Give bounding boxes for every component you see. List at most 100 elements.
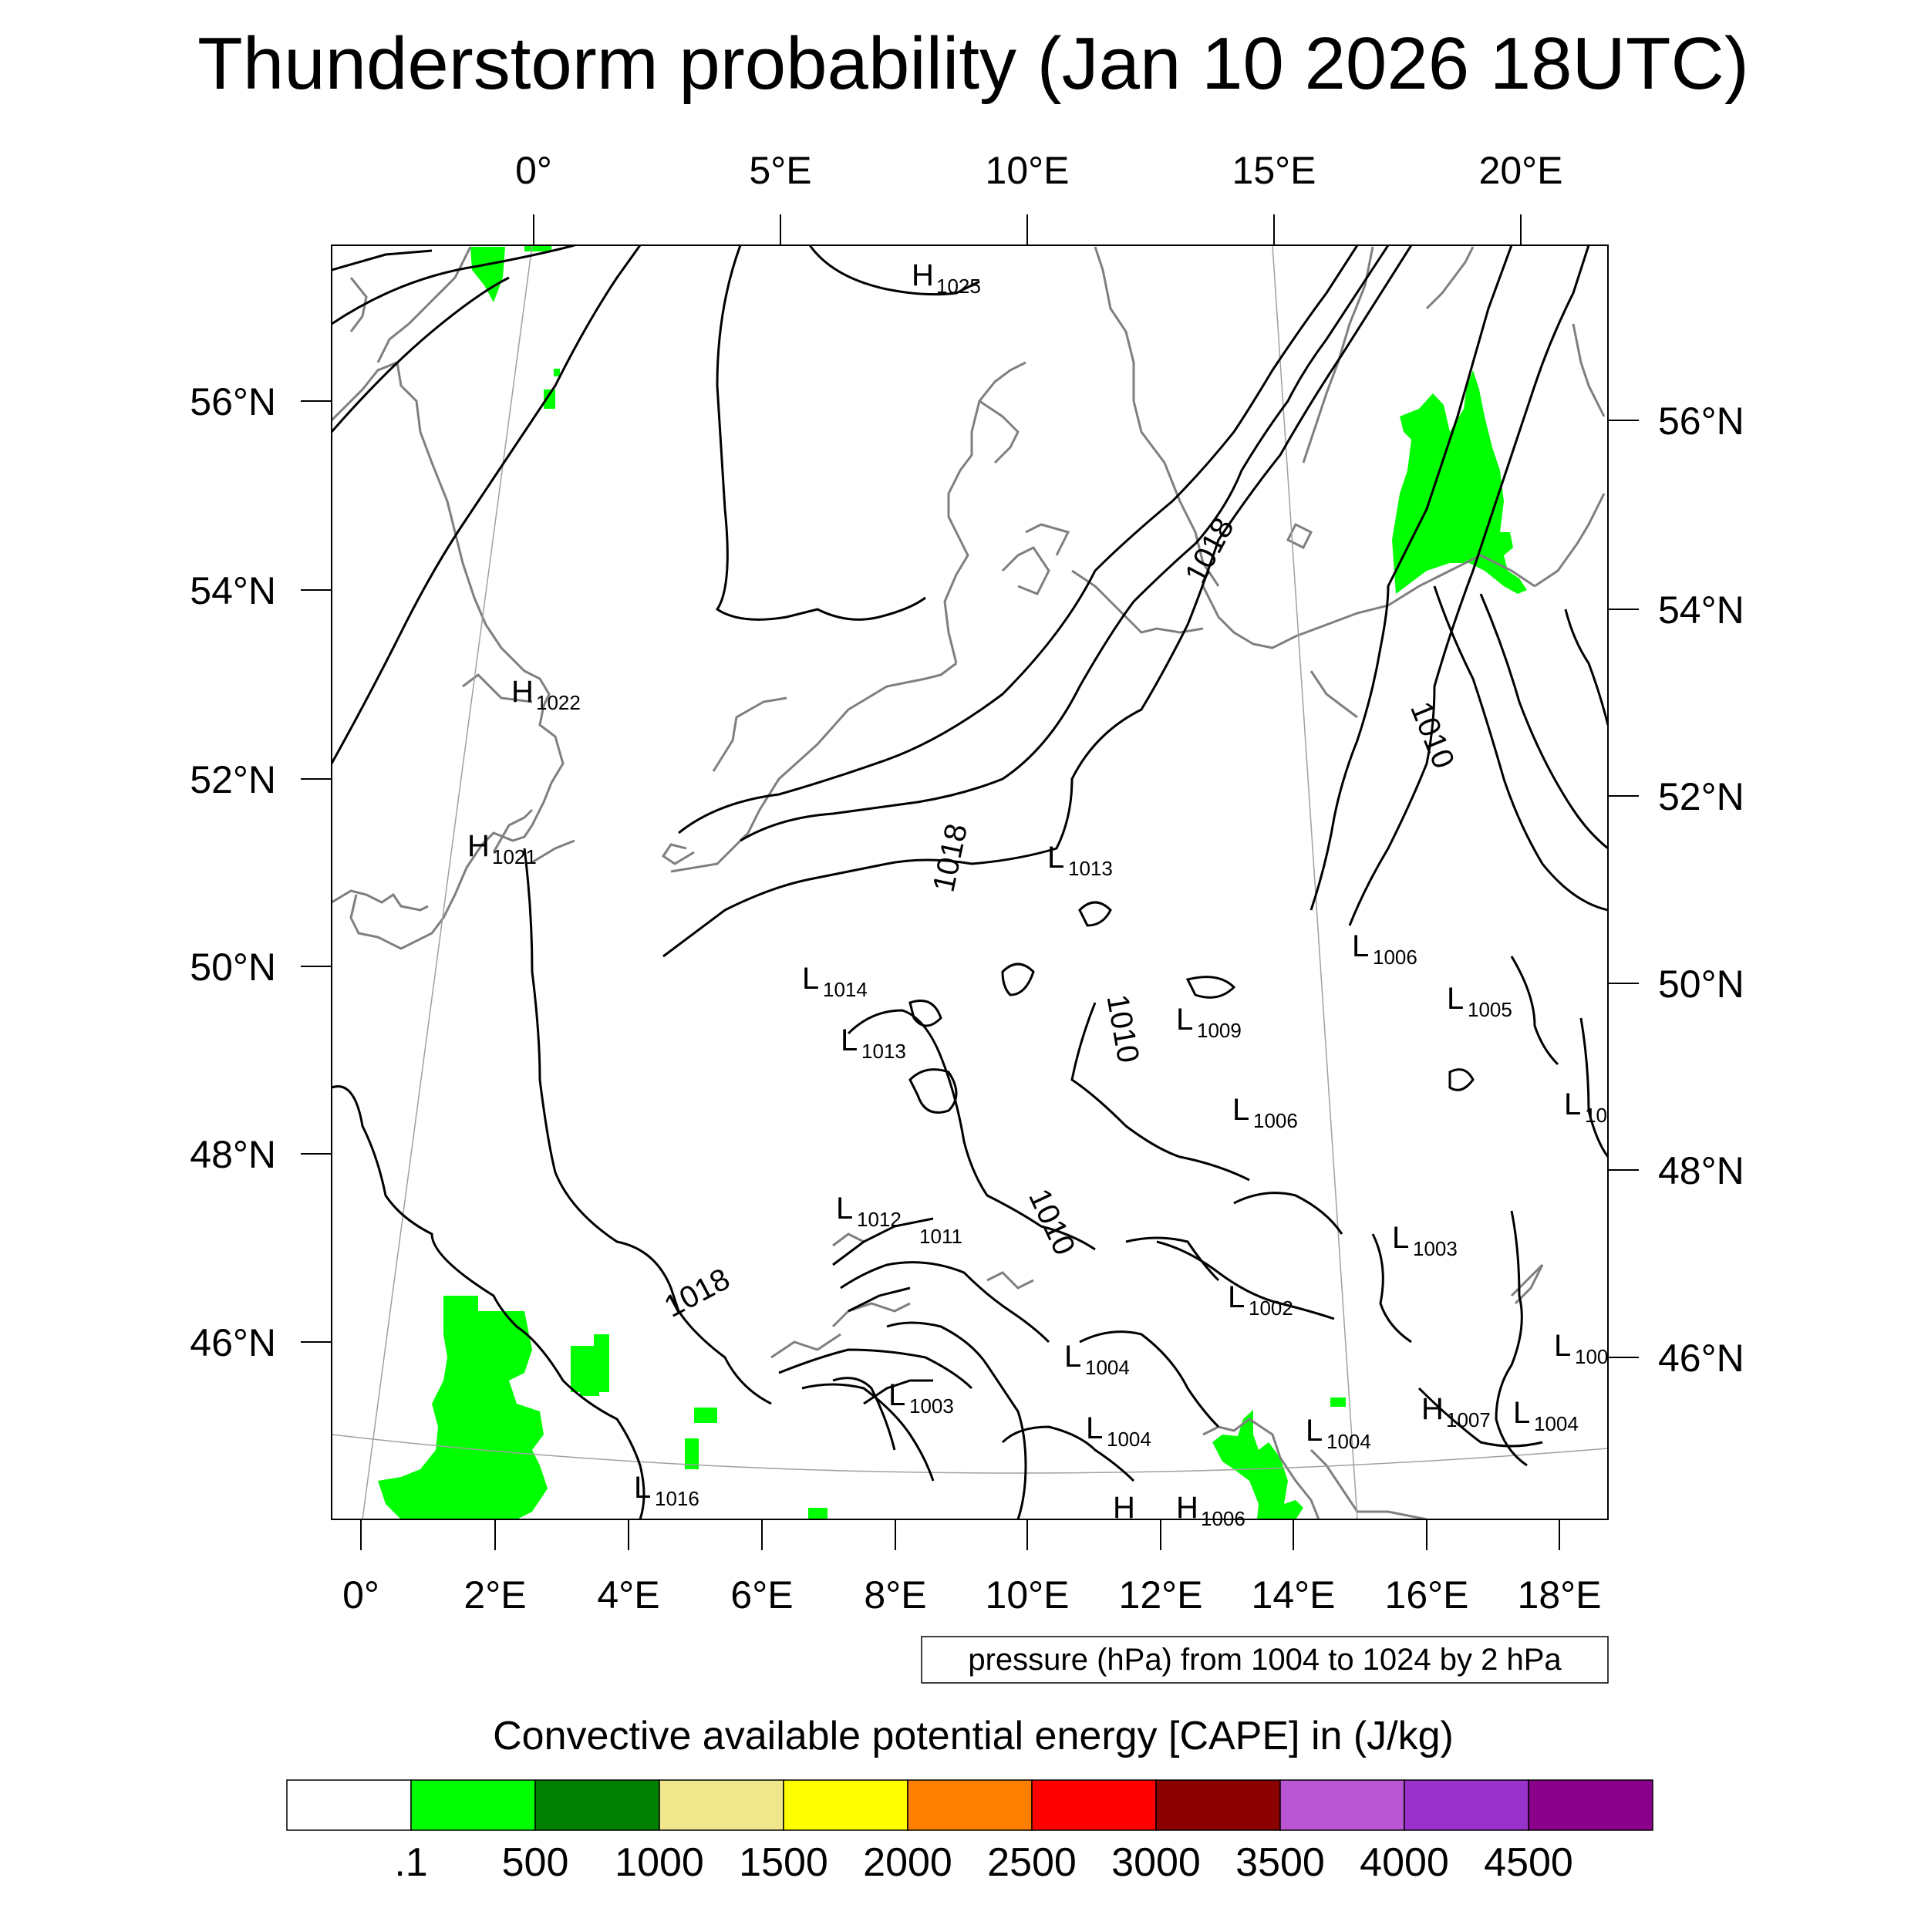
svg-text:1003: 1003	[909, 1394, 954, 1418]
svg-text:L: L	[1176, 1003, 1193, 1037]
svg-text:L: L	[1564, 1087, 1581, 1121]
pressure-center: L 1006	[1232, 1093, 1298, 1132]
bottom-lon-labels: 0° 2°E 4°E 6°E 8°E 10°E 12°E 14°E 16°E 1…	[342, 1573, 1601, 1617]
isobars	[332, 245, 1608, 1519]
bottom-lon-label: 8°E	[864, 1573, 926, 1617]
isobar-label: 1018	[927, 821, 975, 895]
svg-text:1009: 1009	[1197, 1019, 1242, 1042]
left-lat-label: 48°N	[190, 1133, 276, 1176]
colorbar-box	[534, 1779, 660, 1831]
pressure-center: L 1012	[836, 1192, 902, 1231]
isobar-label: 1010	[1404, 697, 1461, 774]
top-lon-label: 0°	[515, 149, 552, 192]
pressure-center: L 1009	[1176, 1003, 1242, 1042]
isobar-label: 1010	[1022, 1184, 1081, 1260]
right-lat-labels: 56°N 54°N 52°N 50°N 48°N 46°N	[1658, 400, 1744, 1380]
colorbar-label: 4000	[1360, 1840, 1449, 1885]
colorbar-box	[907, 1779, 1033, 1831]
pressure-center: L 10	[1564, 1087, 1607, 1127]
svg-text:L: L	[888, 1378, 905, 1412]
top-lon-label: 10°E	[986, 149, 1070, 192]
colorbar-label: 3500	[1235, 1840, 1325, 1885]
svg-text:1006: 1006	[1373, 946, 1417, 969]
colorbar-box	[286, 1779, 412, 1831]
pressure-center: L 1005	[1447, 982, 1512, 1021]
svg-text:L: L	[1047, 841, 1064, 875]
pressure-center: H 1007	[1421, 1392, 1491, 1431]
bottom-lon-label: 2°E	[463, 1573, 526, 1617]
colorbar-labels: .1 500 1000 1500 2000 2500 3000 3500 4000 4500	[394, 1840, 1573, 1885]
svg-text:L: L	[1228, 1280, 1245, 1314]
svg-text:1014: 1014	[823, 978, 868, 1001]
pressure-centers: H 1025 H 1022 H 1021 L 1013 L 1014 L 1013 L 100…	[467, 258, 1608, 1530]
colorbar	[286, 1779, 1653, 1831]
bottom-lon-label: 16°E	[1385, 1573, 1469, 1617]
svg-text:L: L	[1352, 929, 1369, 963]
isobar-label: 1010	[1100, 992, 1145, 1065]
svg-text:L: L	[841, 1023, 858, 1057]
bottom-lon-label: 6°E	[730, 1573, 793, 1617]
svg-text:1004: 1004	[1085, 1356, 1130, 1379]
pressure-center: L 1004	[1513, 1396, 1579, 1435]
pressure-center: L 1004	[1306, 1414, 1371, 1453]
pressure-center: L 1013	[1047, 841, 1113, 880]
svg-text:1005: 1005	[1468, 998, 1512, 1021]
right-lat-label: 54°N	[1658, 588, 1744, 632]
svg-text:1002: 1002	[1249, 1296, 1293, 1320]
svg-text:L: L	[1392, 1221, 1409, 1255]
pressure-center: H 1022	[511, 675, 581, 714]
svg-text:1004: 1004	[1534, 1412, 1579, 1435]
pressure-center: H 1025	[912, 258, 981, 298]
bottom-lon-label: 4°E	[597, 1573, 659, 1617]
pressure-center: L 100	[1554, 1329, 1608, 1368]
pressure-center: L 1002	[1228, 1280, 1293, 1320]
right-lat-label: 50°N	[1658, 963, 1744, 1006]
colorbar-box	[1279, 1779, 1405, 1831]
left-lat-label: 46°N	[190, 1321, 276, 1364]
top-lon-label: 20°E	[1479, 149, 1563, 192]
svg-text:H: H	[511, 675, 534, 709]
colorbar-label: 2000	[863, 1840, 952, 1885]
cape-shading	[378, 245, 1527, 1519]
bottom-lon-label: 10°E	[986, 1573, 1070, 1617]
colorbar-box	[1528, 1779, 1653, 1831]
svg-text:1006: 1006	[1201, 1507, 1245, 1530]
isobar-label: 1018	[659, 1262, 735, 1324]
svg-text:L: L	[634, 1471, 651, 1505]
svg-text:1013: 1013	[861, 1040, 906, 1063]
colorbar-label: 4500	[1484, 1840, 1573, 1885]
colorbar-label: 3000	[1111, 1840, 1201, 1885]
svg-text:L: L	[1447, 982, 1464, 1016]
pressure-center: H 1021	[467, 829, 537, 868]
svg-text:1007: 1007	[1446, 1408, 1491, 1431]
svg-text:L: L	[836, 1192, 853, 1226]
right-lat-label: 52°N	[1658, 775, 1744, 818]
svg-text:L: L	[1306, 1414, 1323, 1448]
svg-text:L: L	[1064, 1340, 1081, 1374]
pressure-center: L 1016	[634, 1471, 699, 1510]
right-lat-label: 46°N	[1658, 1337, 1744, 1380]
colorbar-label: 1500	[739, 1840, 828, 1885]
right-lat-label: 48°N	[1658, 1149, 1744, 1192]
pressure-center: L 1014	[802, 962, 868, 1001]
svg-text:H: H	[1113, 1491, 1135, 1525]
svg-text:1004: 1004	[1326, 1430, 1371, 1453]
contour-info-text: pressure (hPa) from 1004 to 1024 by 2 hP…	[968, 1643, 1562, 1677]
pressure-center: H 1006	[1176, 1491, 1245, 1530]
svg-text:10: 10	[1585, 1104, 1607, 1127]
colorbar-label: 2500	[987, 1840, 1077, 1885]
colorbar-title: Convective available potential energy [C…	[493, 1714, 1454, 1758]
svg-text:1004: 1004	[1107, 1428, 1151, 1451]
svg-text:1006: 1006	[1253, 1109, 1298, 1132]
svg-text:H: H	[1176, 1491, 1198, 1525]
top-lon-labels: 0° 5°E 10°E 15°E 20°E	[515, 149, 1562, 192]
svg-text:L: L	[1554, 1329, 1571, 1363]
svg-text:L: L	[1086, 1411, 1103, 1445]
pressure-center: L 1003	[888, 1378, 954, 1418]
graticule	[332, 245, 1608, 1519]
left-lat-label: 54°N	[190, 569, 276, 612]
bottom-lon-label: 14°E	[1252, 1573, 1336, 1617]
top-lon-label: 15°E	[1232, 149, 1316, 192]
svg-text:1012: 1012	[857, 1208, 902, 1231]
svg-text:1022: 1022	[536, 691, 581, 714]
